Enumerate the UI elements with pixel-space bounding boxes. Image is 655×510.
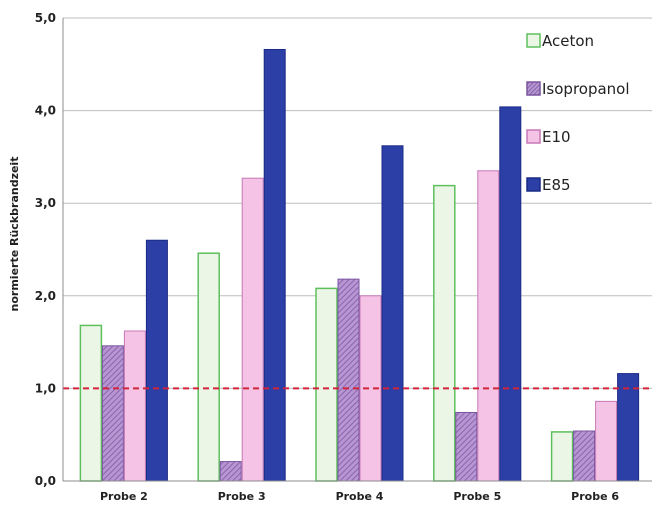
x-tick-label: Probe 5 (453, 490, 501, 503)
legend-swatch (526, 129, 541, 144)
bar-isopropanol-probe-3 (219, 461, 242, 482)
bar-e85-probe-5 (499, 106, 522, 482)
x-tick-label: Probe 3 (218, 490, 266, 503)
bar-e85-probe-4 (381, 145, 404, 482)
x-tick-label: Probe 2 (100, 490, 148, 503)
legend-label: E85 (542, 176, 571, 194)
bar-e10-probe-2 (123, 330, 146, 482)
y-axis-title: normierte Rückbrandzeit (8, 157, 21, 312)
bar-isopropanol-probe-2 (101, 345, 124, 482)
axes: 0,0 1,0 2,0 3,0 4,0 5,0 Probe 2 Probe 3 Probe 4 P… (35, 11, 652, 503)
y-tick-label: 4,0 (35, 104, 56, 118)
legend-label: Aceton (542, 32, 594, 50)
bar-aceton-probe-3 (197, 252, 220, 482)
bar-e10-probe-5 (477, 170, 500, 482)
legend-swatch (526, 177, 541, 192)
bar-e85-probe-2 (145, 239, 168, 482)
y-tick-label: 5,0 (35, 11, 56, 25)
bar-aceton-probe-2 (79, 324, 103, 482)
bar-e10-probe-6 (595, 400, 618, 482)
bar-isopropanol-probe-4 (337, 278, 360, 482)
legend-label: Isopropanol (542, 80, 630, 98)
y-tick-label: 3,0 (35, 196, 56, 210)
bar-aceton-probe-4 (315, 287, 338, 482)
bar-aceton-probe-5 (433, 184, 456, 482)
bars (79, 48, 640, 482)
y-tick-label: 2,0 (35, 289, 56, 303)
y-tick-label: 1,0 (35, 381, 56, 395)
bar-isopropanol-probe-6 (573, 430, 596, 482)
bar-e85-probe-6 (617, 373, 640, 482)
legend-label: E10 (542, 128, 571, 146)
legend: Aceton Isopropanol E10 E85 (526, 32, 630, 194)
x-tick-label: Probe 6 (571, 490, 619, 503)
x-tick-label: Probe 4 (336, 490, 384, 503)
legend-swatch (526, 33, 541, 48)
bar-aceton-probe-6 (550, 431, 574, 482)
bar-e10-probe-3 (241, 177, 264, 482)
y-tick-label: 0,0 (35, 474, 56, 488)
bar-isopropanol-probe-5 (455, 411, 478, 482)
bar-e85-probe-3 (263, 48, 286, 482)
legend-swatch (526, 81, 541, 96)
